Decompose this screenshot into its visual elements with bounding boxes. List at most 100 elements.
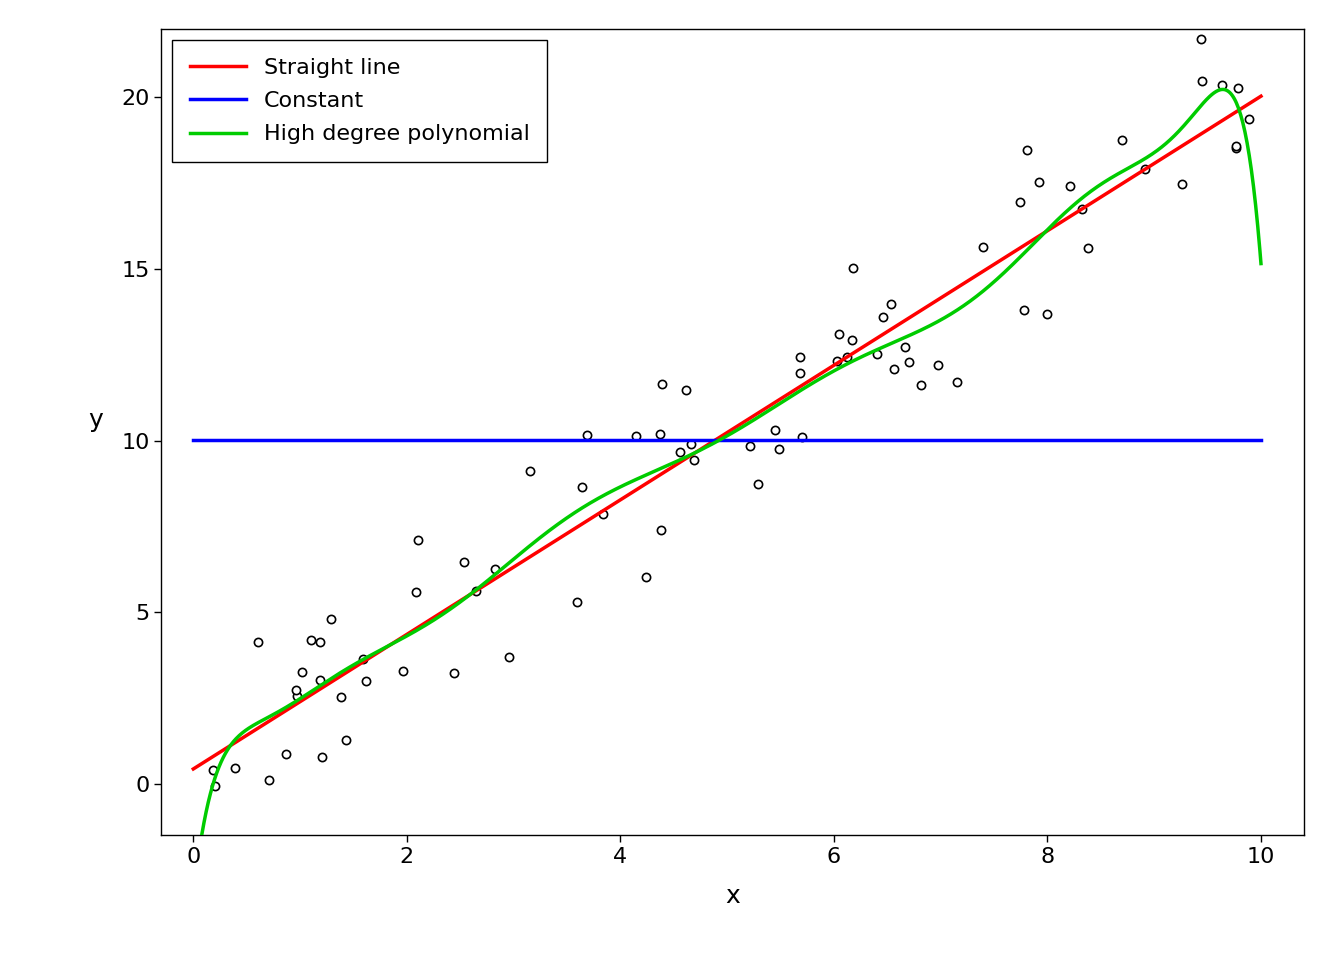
High degree polynomial bbox=[1038, 227, 1054, 238]
Point bbox=[1077, 241, 1098, 256]
Point bbox=[1191, 32, 1212, 47]
Point bbox=[972, 239, 993, 254]
Point bbox=[224, 760, 246, 776]
Point bbox=[872, 309, 894, 324]
Point bbox=[286, 688, 308, 704]
Point bbox=[591, 506, 613, 521]
Point bbox=[649, 522, 671, 538]
Point bbox=[683, 453, 704, 468]
Straight line bbox=[1253, 90, 1269, 102]
Y-axis label: y: y bbox=[89, 408, 103, 432]
Point bbox=[1227, 81, 1249, 96]
High degree polynomial bbox=[185, 890, 202, 901]
Point bbox=[392, 663, 414, 679]
Point bbox=[669, 444, 691, 460]
Point bbox=[789, 366, 810, 381]
Point bbox=[258, 772, 280, 787]
Point bbox=[625, 428, 646, 444]
Point bbox=[1226, 140, 1247, 156]
Point bbox=[453, 555, 474, 570]
Point bbox=[309, 672, 331, 687]
Point bbox=[571, 480, 593, 495]
Point bbox=[1111, 132, 1133, 148]
Point bbox=[828, 326, 849, 342]
Point bbox=[1191, 74, 1212, 89]
High degree polynomial bbox=[1017, 246, 1034, 257]
High degree polynomial bbox=[1253, 258, 1269, 270]
Point bbox=[946, 374, 968, 390]
Point bbox=[336, 732, 358, 748]
High degree polynomial bbox=[918, 322, 934, 333]
Point bbox=[1016, 143, 1038, 158]
Point bbox=[465, 584, 487, 599]
High degree polynomial bbox=[1215, 84, 1231, 95]
Point bbox=[866, 347, 887, 362]
Point bbox=[444, 665, 465, 681]
Point bbox=[519, 464, 540, 479]
Constant bbox=[185, 435, 202, 446]
Point bbox=[203, 762, 224, 778]
Point bbox=[650, 376, 672, 392]
Point bbox=[675, 383, 696, 398]
Point bbox=[320, 612, 341, 627]
High degree polynomial bbox=[656, 462, 672, 473]
Straight line bbox=[185, 763, 202, 775]
Point bbox=[789, 349, 810, 365]
Point bbox=[1171, 176, 1192, 191]
Point bbox=[1028, 174, 1050, 189]
Straight line bbox=[1017, 239, 1034, 251]
Constant bbox=[918, 435, 934, 446]
Point bbox=[634, 569, 656, 585]
Point bbox=[792, 429, 813, 444]
Point bbox=[769, 442, 790, 457]
Point bbox=[836, 349, 857, 365]
Point bbox=[883, 361, 905, 376]
Point bbox=[301, 632, 323, 647]
Point bbox=[841, 260, 863, 276]
Point bbox=[765, 422, 786, 438]
Point bbox=[331, 689, 352, 705]
Point bbox=[407, 533, 429, 548]
Point bbox=[276, 746, 297, 761]
Point bbox=[827, 353, 848, 369]
High degree polynomial bbox=[617, 479, 633, 491]
Constant bbox=[1017, 435, 1034, 446]
Point bbox=[1134, 161, 1156, 177]
Point bbox=[247, 635, 269, 650]
Point bbox=[499, 650, 520, 665]
Point bbox=[910, 377, 931, 393]
Point bbox=[1238, 111, 1259, 127]
Point bbox=[649, 426, 671, 442]
Legend: Straight line, Constant, High degree polynomial: Straight line, Constant, High degree pol… bbox=[172, 40, 547, 162]
High degree polynomial bbox=[294, 691, 310, 703]
Point bbox=[352, 652, 374, 667]
Constant bbox=[1038, 435, 1054, 446]
Point bbox=[204, 779, 226, 794]
Straight line bbox=[617, 492, 633, 503]
Point bbox=[285, 683, 306, 698]
Point bbox=[927, 358, 949, 373]
Straight line bbox=[1038, 227, 1054, 238]
Point bbox=[841, 332, 863, 348]
Point bbox=[1071, 202, 1093, 217]
Point bbox=[1009, 195, 1031, 210]
Straight line bbox=[918, 301, 934, 313]
X-axis label: x: x bbox=[726, 883, 739, 907]
Point bbox=[566, 594, 587, 610]
Point bbox=[747, 476, 769, 492]
Straight line bbox=[656, 467, 672, 478]
Constant bbox=[1253, 435, 1269, 446]
Constant bbox=[617, 435, 633, 446]
Point bbox=[1059, 178, 1081, 193]
Constant bbox=[656, 435, 672, 446]
Point bbox=[899, 354, 921, 370]
Point bbox=[1226, 138, 1247, 154]
Point bbox=[1036, 306, 1058, 322]
Straight line bbox=[294, 694, 310, 706]
Point bbox=[1013, 302, 1035, 318]
Point bbox=[355, 673, 376, 688]
Constant bbox=[294, 435, 310, 446]
Point bbox=[310, 750, 332, 765]
Point bbox=[880, 297, 902, 312]
Line: Straight line: Straight line bbox=[194, 96, 1261, 769]
